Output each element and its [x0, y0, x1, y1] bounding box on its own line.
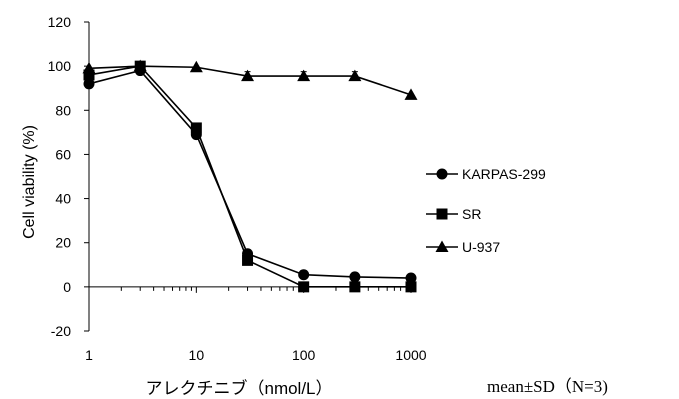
data-point-sr	[405, 281, 417, 293]
x-tick-label: 10	[189, 347, 205, 363]
data-point-u-937	[189, 60, 203, 73]
y-tick-label: -20	[51, 323, 71, 339]
data-point-u-937	[348, 69, 362, 82]
x-axis-label: アレクチニブ（nmol/L）	[145, 378, 332, 398]
legend-label-sr: SR	[462, 206, 481, 222]
data-point-karpas-299	[83, 78, 95, 90]
data-point-sr	[349, 281, 361, 293]
data-point-u-937	[82, 61, 96, 74]
legend-label-karpas-299: KARPAS-299	[462, 166, 546, 182]
y-tick-label: 20	[55, 235, 71, 251]
data-point-u-937	[297, 69, 311, 82]
x-tick-label: 100	[292, 347, 316, 363]
data-point-u-937	[133, 59, 147, 72]
legend: KARPAS-299 SR U-937	[426, 166, 546, 255]
data-point-sr	[242, 254, 254, 266]
legend-label-u-937: U-937	[462, 239, 500, 255]
y-tick-label: 0	[63, 279, 71, 295]
data-point-karpas-299	[405, 272, 417, 284]
data-point-u-937	[241, 69, 255, 82]
y-axis-label: Cell viability (%)	[21, 125, 38, 239]
legend-marker-karpas-299	[436, 168, 448, 180]
data-point-karpas-299	[349, 271, 361, 283]
data-point-sr	[83, 69, 95, 81]
data-point-sr	[298, 281, 310, 293]
data-point-u-937	[404, 88, 418, 100]
y-tick-label: 120	[48, 14, 72, 30]
series-line-karpas-299	[88, 69, 412, 279]
data-point-karpas-299	[298, 269, 310, 281]
y-tick-label: 100	[48, 58, 72, 74]
y-tick-label: 40	[55, 191, 71, 207]
x-tick-label: 1000	[395, 347, 426, 363]
data-point-sr	[190, 122, 202, 134]
series-markers	[82, 59, 418, 293]
legend-marker-u-937	[435, 240, 449, 252]
y-tick-label: 80	[55, 102, 71, 118]
y-tick-label: 60	[55, 146, 71, 162]
legend-marker-sr	[436, 208, 448, 220]
x-tick-label: 1	[85, 347, 93, 363]
stats-annotation: mean±SD（N=3)	[487, 377, 608, 396]
